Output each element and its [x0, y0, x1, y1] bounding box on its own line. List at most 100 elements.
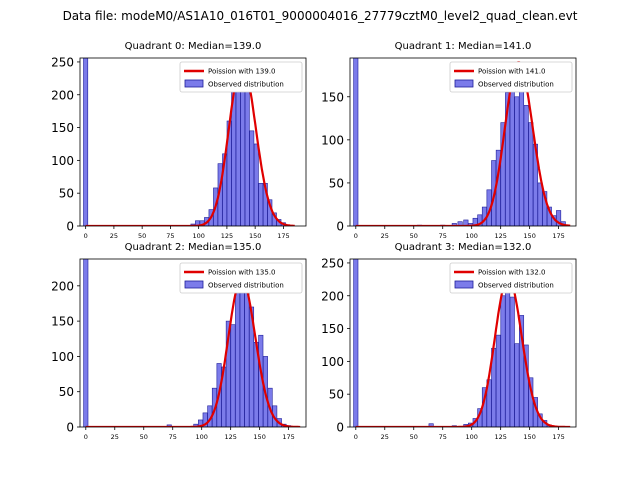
figure-suptitle: Data file: modeM0/AS1A10_016T01_90000040… [63, 9, 578, 23]
histogram-bar [514, 343, 520, 427]
panel-quadrant-2: Quadrant 2: Median=135.0 0 25 50 75 100 125 15… [51, 242, 307, 441]
y-tick-label: 0 [66, 220, 74, 234]
histogram-bar [428, 423, 434, 427]
x-tick-label: 75 [169, 433, 177, 441]
histogram-bars [353, 259, 557, 427]
axes-frame [79, 258, 307, 428]
histogram-bar [537, 182, 543, 226]
axes-frame [349, 258, 577, 428]
axis-ticks: 0 25 50 75 100 125 150 175 0 50 100 150 200 [51, 279, 295, 441]
legend-box [449, 262, 573, 294]
x-tick-label: 150 [253, 433, 265, 441]
legend-label-observed: Observed distribution [478, 81, 554, 89]
histogram-bar [244, 91, 250, 226]
y-tick-label: 50 [59, 187, 74, 201]
axes-frame [79, 57, 307, 227]
x-tick-label: 125 [221, 232, 233, 240]
x-tick-label: 125 [494, 433, 506, 441]
y-tick-label: 200 [51, 279, 74, 293]
axis-ticks: 0 25 50 75 100 125 150 175 0 50 100 150 200 250 [321, 256, 565, 441]
panel-title: Quadrant 3: Median=132.0 [395, 242, 532, 253]
y-tick-label: 0 [66, 421, 74, 435]
axes-frame [349, 57, 577, 227]
histogram-bar [235, 285, 241, 427]
histogram-bar [239, 292, 245, 427]
x-tick-label: 175 [552, 433, 564, 441]
x-tick-label: 0 [354, 433, 358, 441]
x-tick-label: 0 [84, 232, 88, 240]
legend: Poission with 139.0 Observed distributio… [179, 61, 303, 93]
poisson-curve [355, 61, 571, 226]
x-tick-label: 150 [249, 232, 261, 240]
x-tick-label: 25 [110, 232, 118, 240]
histogram-bar [230, 324, 236, 427]
x-tick-label: 175 [552, 232, 564, 240]
panel-quadrant-1: Quadrant 1: Median=141.0 0 25 50 75 100 125 15… [321, 41, 577, 240]
x-tick-label: 100 [465, 433, 477, 441]
panel-title: Quadrant 0: Median=139.0 [125, 41, 262, 52]
x-tick-label: 0 [84, 433, 88, 441]
y-tick-label: 0 [336, 421, 344, 435]
legend: Poission with 141.0 Observed distributio… [449, 61, 573, 93]
x-tick-label: 25 [381, 433, 389, 441]
x-tick-label: 125 [494, 232, 506, 240]
histogram-bar [500, 295, 506, 427]
axis-ticks: 0 25 50 75 100 125 150 175 0 50 100 150 200 250 [51, 55, 290, 240]
x-tick-label: 175 [282, 433, 294, 441]
x-tick-label: 175 [277, 232, 289, 240]
histogram-bar [258, 183, 264, 226]
panel-title: Quadrant 1: Median=141.0 [395, 41, 532, 52]
histogram-bar [463, 219, 469, 226]
legend: Poission with 132.0 Observed distributio… [449, 262, 573, 294]
y-tick-label: 50 [329, 388, 344, 402]
histogram-bar [528, 122, 534, 226]
x-tick-label: 100 [465, 232, 477, 240]
panel-quadrant-3: Quadrant 3: Median=132.0 0 25 50 75 100 125 15… [321, 242, 577, 441]
y-tick-label: 150 [51, 121, 74, 135]
legend-label-observed: Observed distribution [208, 81, 284, 89]
y-tick-label: 200 [321, 289, 344, 303]
y-tick-label: 100 [321, 133, 344, 147]
y-tick-label: 250 [321, 256, 344, 270]
histogram-bar [523, 105, 529, 226]
histogram-bar [83, 259, 89, 427]
legend-patch-swatch [454, 280, 474, 289]
legend-label-poisson: Poission with 141.0 [478, 68, 546, 76]
poisson-curve [355, 276, 571, 427]
histogram-bar [505, 277, 511, 427]
poisson-curve [85, 277, 301, 427]
y-tick-label: 0 [336, 220, 344, 234]
histogram-bars [353, 58, 566, 226]
x-tick-label: 100 [192, 232, 204, 240]
x-tick-label: 25 [381, 232, 389, 240]
histogram-bar [353, 58, 359, 226]
y-tick-label: 100 [51, 154, 74, 168]
x-tick-label: 150 [523, 232, 535, 240]
legend-box [179, 61, 303, 93]
legend-patch-swatch [184, 79, 204, 88]
histogram-bar [253, 143, 259, 226]
histogram-bar [495, 334, 501, 427]
legend-label-poisson: Poission with 135.0 [208, 269, 276, 277]
poisson-curve [85, 62, 295, 226]
legend-label-poisson: Poission with 139.0 [208, 68, 276, 76]
histogram-bar [514, 96, 520, 226]
histogram-bar [509, 296, 515, 427]
x-tick-label: 50 [410, 232, 418, 240]
y-tick-label: 200 [51, 88, 74, 102]
histogram-bar [249, 130, 255, 226]
y-tick-label: 150 [321, 90, 344, 104]
histogram-bar [83, 58, 89, 226]
y-tick-label: 150 [51, 315, 74, 329]
y-tick-label: 150 [321, 322, 344, 336]
histogram-bar [556, 210, 562, 226]
axis-ticks: 0 25 50 75 100 125 150 175 0 50 100 150 [321, 90, 565, 240]
x-tick-label: 75 [439, 433, 447, 441]
legend-label-observed: Observed distribution [478, 282, 554, 290]
x-tick-label: 100 [195, 433, 207, 441]
x-tick-label: 50 [410, 433, 418, 441]
x-tick-label: 150 [523, 433, 535, 441]
legend: Poission with 135.0 Observed distributio… [179, 262, 303, 294]
legend-box [449, 61, 573, 93]
